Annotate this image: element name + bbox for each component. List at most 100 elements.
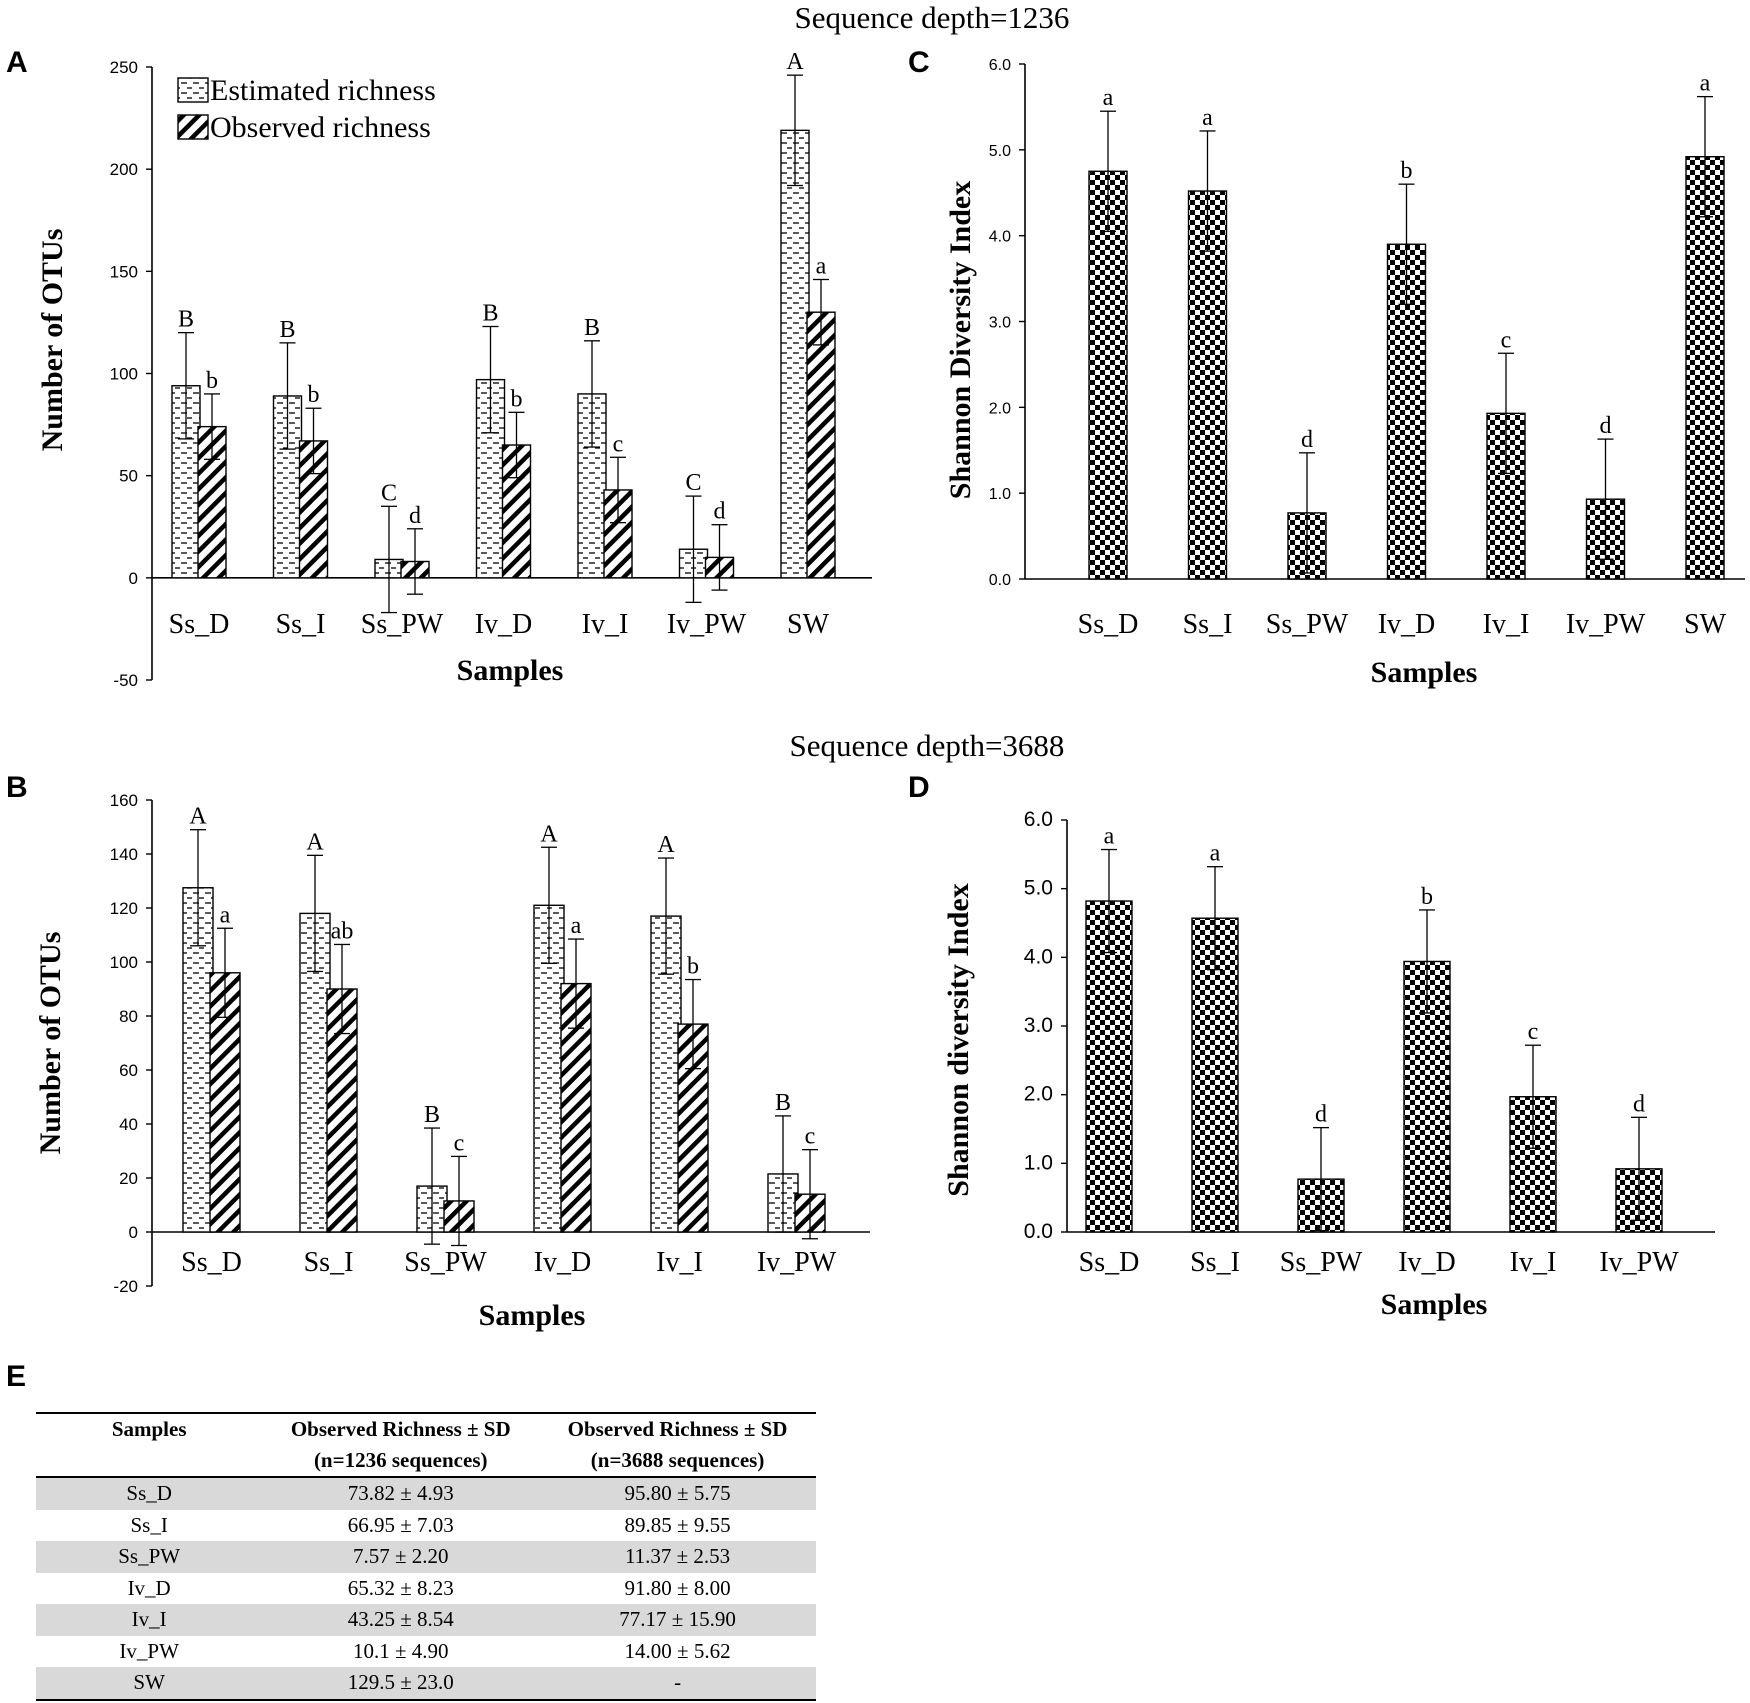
x-category-label: Iv_PW [1599,1247,1679,1278]
table-cell: 95.80 ± 5.75 [624,1481,731,1506]
y-tick-label: -20 [113,1277,138,1296]
significance-label: b [308,382,320,408]
x-category-label: Iv_D [1398,1247,1456,1278]
significance-label: a [1103,85,1114,111]
table-row: Ss_PW 7.57 ± 2.20 11.37 ± 2.53 [36,1541,816,1573]
table-row: Ss_D 73.82 ± 4.93 95.80 ± 5.75 [36,1477,816,1510]
x-category-label: SW [1684,609,1727,640]
x-category-label: Iv_I [1510,1247,1557,1278]
y-tick-label: 0 [129,1223,138,1242]
table-cell: Ss_PW [118,1544,181,1569]
significance-label: B [584,315,600,341]
y-tick-label: 6.0 [1024,808,1053,831]
x-axis-title: Samples [1381,1288,1488,1321]
significance-label: A [657,832,675,858]
y-tick-label: 0 [129,569,138,588]
table-row: Ss_I 66.95 ± 7.03 89.85 ± 9.55 [36,1510,816,1542]
x-category-label: Iv_D [534,1247,592,1278]
significance-label: B [424,1102,440,1128]
y-tick-label: 0.0 [989,572,1011,589]
x-category-label: Ss_D [181,1247,242,1278]
significance-label: b [1401,158,1413,184]
significance-label: c [613,431,624,457]
y-tick-label: 3.0 [989,315,1011,332]
x-axis-title: Samples [479,1299,586,1332]
y-tick-label: 140 [110,845,138,864]
legend-swatch [177,77,209,103]
y-axis-title: Shannon Diversity Index [944,181,977,499]
table-e: Samples Observed Richness ± SD (n=1236 se… [36,1412,816,1701]
x-category-label: Iv_I [656,1247,703,1278]
chart-b: -20020406080100120140160AaSs_DAabSs_IBcS… [34,791,870,1332]
significance-label: C [381,480,397,506]
table-cell: 43.25 ± 8.54 [347,1607,454,1632]
y-tick-label: 250 [110,58,138,77]
table-cell: 10.1 ± 4.90 [352,1638,449,1663]
x-category-label: Ss_PW [361,609,444,640]
table-cell: 7.57 ± 2.20 [352,1544,449,1569]
significance-label: c [805,1124,816,1150]
table-row: SW 129.5 ± 23.0 - [36,1667,816,1700]
bar [1191,917,1239,1233]
table-header-row: Samples Observed Richness ± SD (n=1236 se… [36,1413,816,1477]
table-cell: 89.85 ± 9.55 [624,1512,731,1537]
significance-label: B [279,317,295,343]
bar [780,129,810,579]
table-row: Iv_I 43.25 ± 8.54 77.17 ± 15.90 [36,1604,816,1636]
table-header-richness-3688: Observed Richness ± SD (n=3688 sequences) [567,1417,788,1472]
significance-label: ab [331,918,354,944]
significance-label: b [511,386,523,412]
y-axis-title: Shannon diversity Index [942,883,975,1196]
significance-label: A [540,821,558,847]
x-category-label: Ss_PW [404,1247,487,1278]
significance-label: b [1421,884,1433,910]
significance-label: a [1210,841,1221,867]
table-header-samples: Samples [111,1417,187,1441]
legend-label: Estimated richness [210,74,436,107]
y-tick-label: 160 [110,791,138,810]
table-cell: SW [133,1670,165,1695]
chart-c: 0.0 1.0 2.0 3.0 4.0 5.0 6.0 a Ss_D a Ss_I d Ss_PW b Iv… [944,57,1745,689]
chart-d: 0.0 1.0 2.0 3.0 4.0 5.0 6.0 a Ss_D a Ss_I d Ss_PW b Iv… [942,808,1715,1321]
y-tick-label: 0.0 [1024,1220,1053,1243]
table-cell: Iv_I [131,1607,167,1632]
significance-label: c [1501,327,1512,353]
table-header-richness-1236: Observed Richness ± SD (n=1236 sequences) [290,1417,511,1472]
legend-swatch [177,114,209,140]
section-title-top: Sequence depth=1236 [795,0,1070,35]
x-category-label: Ss_D [1078,609,1139,640]
bar [806,311,836,579]
significance-label: a [1104,824,1115,850]
y-tick-label: 150 [110,262,138,281]
significance-label: C [685,470,701,496]
table-cell: 11.37 ± 2.53 [624,1544,731,1569]
table-cell: - [674,1670,682,1695]
x-category-label: Ss_I [1190,1247,1240,1278]
significance-label: d [409,503,421,529]
x-category-label: Iv_PW [667,609,747,640]
y-tick-label: 1.0 [989,486,1011,503]
legend: Estimated richness Observed richness [177,74,436,144]
significance-label: d [1633,1091,1645,1117]
x-category-label: Iv_D [475,609,533,640]
x-category-label: Iv_I [1483,609,1530,640]
significance-label: c [1528,1019,1539,1045]
table-cell: 73.82 ± 4.93 [347,1481,454,1506]
legend-label: Observed richness [210,111,431,144]
table-cell: Iv_PW [119,1638,179,1663]
y-tick-label: 60 [119,1061,138,1080]
panel-letter-e: E [6,1360,26,1393]
bar [1685,155,1725,580]
x-category-label: Ss_PW [1266,609,1349,640]
y-tick-label: 5.0 [989,143,1011,160]
bar [1085,900,1133,1233]
table-cell: 65.32 ± 8.23 [347,1575,454,1600]
significance-label: a [1202,105,1213,131]
x-axis-title: Samples [457,654,564,687]
x-category-label: Ss_D [1079,1247,1140,1278]
y-tick-label: 4.0 [989,229,1011,246]
significance-label: c [454,1130,465,1156]
y-axis-title: Number of OTUs [36,229,69,452]
section-title-bottom: Sequence depth=3688 [790,728,1065,763]
